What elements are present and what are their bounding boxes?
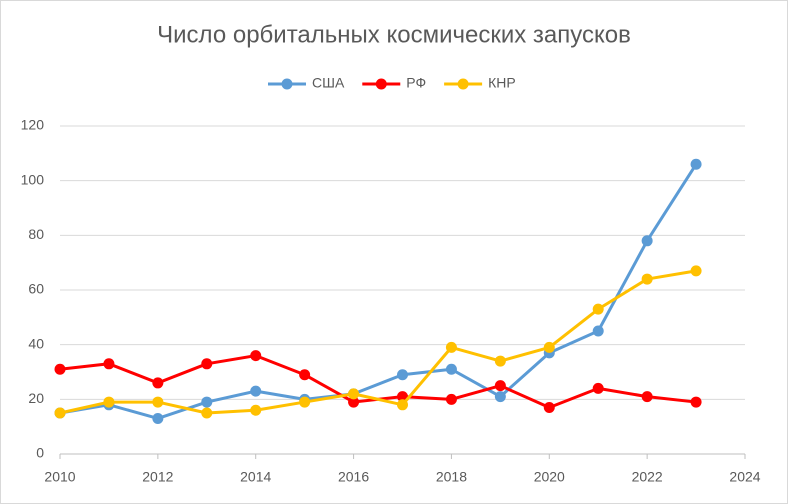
legend-marker	[457, 78, 469, 90]
y-tick-label: 0	[36, 445, 44, 461]
data-point	[690, 265, 702, 277]
data-point	[152, 377, 164, 389]
x-tick-label: 2014	[240, 469, 271, 485]
data-point	[54, 363, 66, 375]
data-point	[54, 407, 66, 419]
data-point	[690, 396, 702, 408]
data-point	[543, 341, 555, 353]
chart-title: Число орбитальных космических запусков	[157, 21, 631, 48]
data-point	[250, 350, 262, 362]
data-point	[494, 391, 506, 403]
data-point	[641, 391, 653, 403]
data-point	[250, 404, 262, 416]
data-point	[201, 396, 213, 408]
data-point	[494, 355, 506, 367]
data-point	[445, 341, 457, 353]
data-point	[348, 396, 360, 408]
data-point	[152, 396, 164, 408]
legend-marker	[281, 78, 293, 90]
data-point	[445, 393, 457, 405]
y-tick-label: 100	[21, 171, 45, 187]
y-tick-label: 120	[21, 117, 45, 133]
data-point	[201, 358, 213, 370]
data-point	[592, 303, 604, 315]
x-tick-label: 2020	[534, 469, 565, 485]
data-point	[299, 369, 311, 381]
y-tick-label: 60	[28, 281, 44, 297]
data-point	[641, 235, 653, 247]
data-point	[103, 358, 115, 370]
x-tick-label: 2016	[338, 469, 369, 485]
data-point	[397, 369, 408, 381]
x-tick-label: 2018	[436, 469, 467, 485]
data-point	[250, 385, 262, 397]
data-point	[397, 399, 408, 411]
data-point	[201, 407, 213, 419]
data-point	[152, 412, 164, 424]
legend-marker	[375, 78, 387, 90]
data-point	[445, 363, 457, 375]
data-point	[299, 396, 311, 408]
x-tick-label: 2012	[142, 469, 173, 485]
y-tick-label: 40	[28, 335, 44, 351]
data-point	[592, 382, 604, 394]
data-point	[494, 380, 506, 392]
data-point	[543, 402, 555, 414]
data-point	[592, 325, 604, 337]
legend-label: КНР	[488, 75, 516, 91]
y-tick-label: 80	[28, 226, 44, 242]
series-line	[59, 269, 697, 415]
legend-label: США	[312, 75, 345, 91]
data-point	[348, 388, 360, 400]
data-point	[103, 396, 115, 408]
data-point	[641, 273, 653, 285]
x-tick-label: 2024	[729, 469, 760, 485]
series-line	[59, 163, 698, 420]
legend-label: РФ	[406, 75, 426, 91]
y-tick-label: 20	[28, 390, 44, 406]
x-tick-label: 2010	[44, 469, 75, 485]
x-tick-label: 2022	[632, 469, 663, 485]
data-point	[690, 158, 702, 170]
